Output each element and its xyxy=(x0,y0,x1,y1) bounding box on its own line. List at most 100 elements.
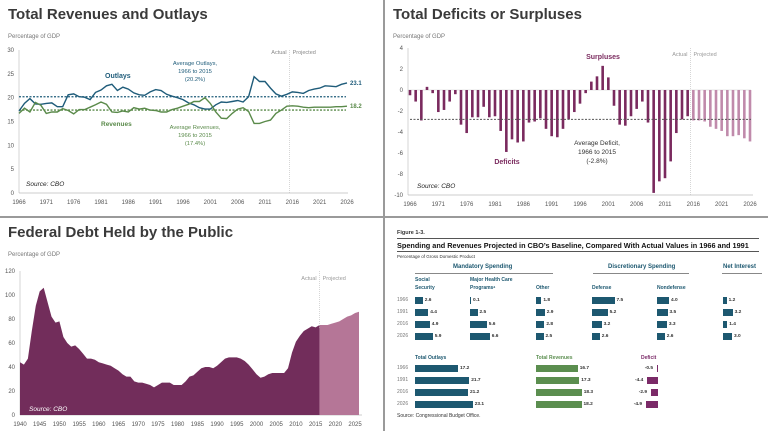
bar-1967 xyxy=(414,90,417,102)
bar-1992 xyxy=(556,90,559,138)
y-tick-label: 2 xyxy=(400,67,404,73)
bar-1991 xyxy=(550,90,553,137)
x-tick-label: 2011 xyxy=(659,202,673,208)
bar-1976 xyxy=(465,90,468,134)
bar xyxy=(656,365,658,372)
bar xyxy=(470,321,487,328)
bar-2003 xyxy=(618,90,621,125)
projected-label: Projected xyxy=(694,52,717,58)
bar-2004 xyxy=(624,90,627,126)
x-tick-label: 1966 xyxy=(403,202,417,208)
x-tick-label: 2001 xyxy=(602,202,616,208)
bar-value-label: 0.1 xyxy=(473,298,480,303)
bar-value-label: 17.2 xyxy=(460,366,470,371)
bar-2002 xyxy=(612,90,616,106)
bar-value-label: 2.6 xyxy=(601,334,609,339)
y-tick-label: 80 xyxy=(8,317,15,323)
y-tick-label: 60 xyxy=(8,341,15,347)
source-label: Source: CBO xyxy=(417,183,455,190)
x-tick-label: 2011 xyxy=(259,200,273,206)
bar-1994 xyxy=(567,90,570,120)
bar-1983 xyxy=(505,90,508,152)
debt-chart: Federal Debt Held by the Public Percentag… xyxy=(5,224,362,428)
bar-1982 xyxy=(499,90,502,131)
average-outlays-annotation: (20.2%) xyxy=(185,77,205,83)
x-tick-label: 1965 xyxy=(112,422,126,428)
bar xyxy=(592,297,615,304)
bar-2018 xyxy=(703,90,706,122)
bar xyxy=(650,389,658,396)
y-tick-label: 5 xyxy=(11,167,15,173)
bar-1970 xyxy=(431,90,434,94)
totals-header: Total Revenues xyxy=(536,355,573,361)
bar xyxy=(536,377,580,384)
x-tick-label: 2020 xyxy=(329,422,343,428)
bar xyxy=(536,401,582,408)
column-header: Defense xyxy=(592,285,612,291)
chart-title: Federal Debt Held by the Public xyxy=(8,224,233,241)
bar-2024 xyxy=(737,90,740,136)
x-tick-label: 2006 xyxy=(231,200,245,206)
end-value-label: 23.1 xyxy=(350,81,362,87)
divider-horizontal xyxy=(0,216,768,218)
row-year-label: 2016 xyxy=(397,321,409,327)
y-tick-label: 40 xyxy=(8,365,15,371)
debt-area-projected xyxy=(319,311,359,415)
x-tick-label: 1971 xyxy=(432,202,446,208)
bar-1979 xyxy=(482,90,485,107)
bar-value-label: 1.4 xyxy=(729,322,736,327)
bar-2005 xyxy=(629,90,633,117)
y-tick-label: -10 xyxy=(394,193,403,199)
bar xyxy=(723,321,728,328)
bar-value-label: 16.7 xyxy=(579,366,590,371)
x-tick-label: 1975 xyxy=(151,422,165,428)
bar-1980 xyxy=(488,90,491,118)
bar-value-label: -2.9 xyxy=(638,390,648,395)
bar-value-label: 7.5 xyxy=(616,298,624,303)
bar-value-label: -4.4 xyxy=(635,378,644,383)
bar-2006 xyxy=(635,90,638,109)
bar xyxy=(592,321,602,328)
bar-value-label: 2.6 xyxy=(666,334,674,339)
debt-panel: Federal Debt Held by the Public Percentag… xyxy=(0,218,383,431)
series-line-outlays xyxy=(18,75,348,112)
y-tick-label: 20 xyxy=(7,96,14,102)
x-tick-label: 2001 xyxy=(204,200,218,206)
column-header: Major Health Care xyxy=(470,277,513,283)
revenues-outlays-panel: Total Revenues and Outlays Percentage of … xyxy=(0,0,383,216)
totals-header: Total Outlays xyxy=(415,355,447,361)
column-header: Social xyxy=(415,277,430,283)
bar xyxy=(536,297,542,304)
bar xyxy=(415,365,458,372)
average-deficit-annotation: Average Deficit, xyxy=(574,140,620,147)
y-tick-label: 0 xyxy=(400,88,404,94)
bar-1971 xyxy=(437,90,440,113)
x-tick-label: 1940 xyxy=(13,422,27,428)
bar-value-label: 5.2 xyxy=(609,310,617,315)
end-value-label: 18.2 xyxy=(350,104,362,110)
bar-1969 xyxy=(425,86,429,90)
x-tick-label: 1995 xyxy=(230,422,244,428)
bar-value-label: -0.5 xyxy=(644,366,654,371)
bar-1973 xyxy=(448,90,451,102)
surpluses-label: Surpluses xyxy=(586,54,620,61)
average-revenues-annotation: (17.4%) xyxy=(185,141,205,147)
x-tick-label: 1986 xyxy=(517,202,531,208)
y-tick-label: 10 xyxy=(7,143,14,149)
bar xyxy=(415,377,470,384)
bar-value-label: 1.8 xyxy=(543,298,551,303)
row-year-label: 1966 xyxy=(397,365,409,371)
x-tick-label: 2021 xyxy=(715,202,729,208)
bar-1999 xyxy=(595,76,599,90)
bar xyxy=(645,401,658,408)
y-tick-label: -2 xyxy=(398,109,404,115)
bar-1968 xyxy=(420,90,423,121)
bar xyxy=(470,297,471,304)
x-tick-label: 1991 xyxy=(545,202,559,208)
bar-value-label: 3.2 xyxy=(734,310,742,315)
x-tick-label: 1950 xyxy=(53,422,67,428)
actual-label: Actual xyxy=(271,50,286,56)
x-tick-label: 2016 xyxy=(286,200,300,206)
deficits-label: Deficits xyxy=(494,159,519,166)
deficits-chart: Total Deficits or Surpluses Percentage of… xyxy=(393,6,757,208)
